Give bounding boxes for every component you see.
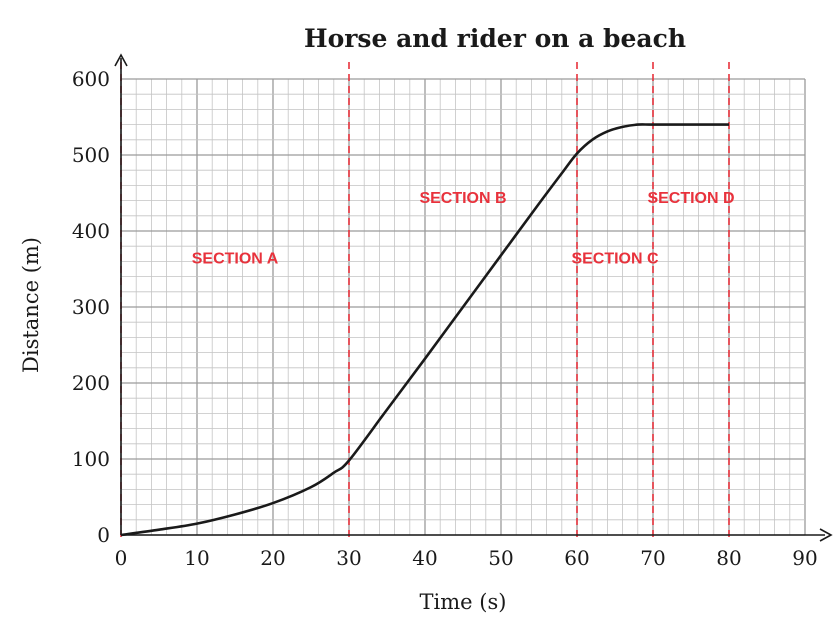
x-tick-label: 80: [716, 546, 741, 570]
tick-labels: 0 10 20 30 40 50 60 70 80 90 0 100 200 300 400 500 600: [72, 67, 818, 570]
section-label: SECTION D: [647, 190, 734, 207]
x-tick-label: 10: [184, 546, 209, 570]
y-tick-label: 600: [72, 67, 110, 91]
y-axis-label: Distance (m): [19, 237, 43, 373]
axes: [114, 53, 833, 542]
x-tick-label: 50: [488, 546, 513, 570]
section-label: SECTION B: [419, 190, 506, 207]
section-label: SECTION A: [192, 251, 279, 268]
x-tick-label: 20: [260, 546, 285, 570]
y-tick-label: 200: [72, 371, 110, 395]
section-labels: SECTION A SECTION B SECTION C SECTION D: [192, 190, 735, 268]
x-tick-label: 30: [336, 546, 361, 570]
chart-title: Horse and rider on a beach: [304, 24, 686, 53]
y-tick-label: 100: [72, 447, 110, 471]
x-tick-label: 40: [412, 546, 437, 570]
y-tick-label: 400: [72, 219, 110, 243]
y-axis-arrow-icon: [114, 53, 128, 67]
x-axis-arrow-icon: [819, 528, 833, 542]
x-tick-label: 90: [792, 546, 817, 570]
y-tick-label: 0: [97, 523, 110, 547]
x-tick-label: 0: [115, 546, 128, 570]
x-tick-label: 60: [564, 546, 589, 570]
y-tick-label: 300: [72, 295, 110, 319]
section-label: SECTION C: [571, 251, 659, 268]
y-tick-label: 500: [72, 143, 110, 167]
series-line-distance: [120, 123, 729, 537]
x-axis-label: Time (s): [420, 590, 507, 614]
x-tick-label: 70: [640, 546, 665, 570]
